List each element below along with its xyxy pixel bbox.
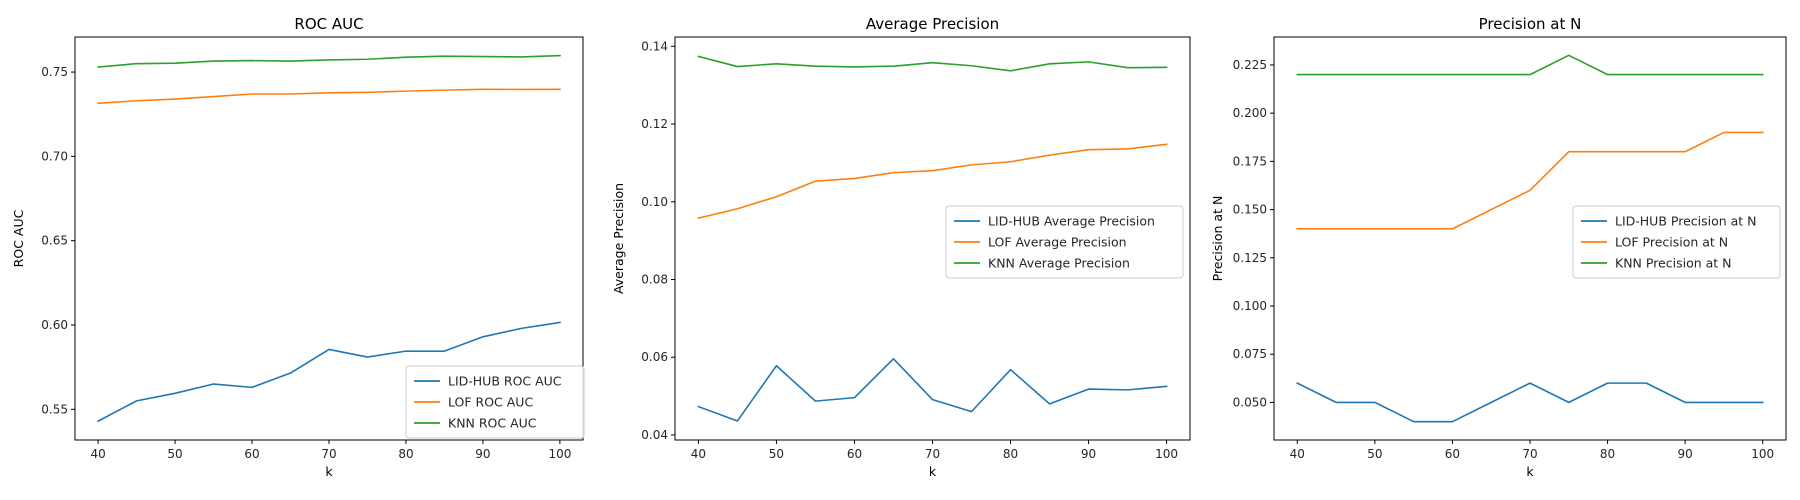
series-line-1 — [697, 357, 1168, 422]
y-tick-label: 0.70 — [41, 149, 68, 163]
series-line-2 — [697, 143, 1168, 220]
legend: LID-HUB Precision at N LOF Precision at N… — [1572, 205, 1781, 279]
y-axis-label: Precision at N — [1210, 196, 1225, 282]
legend-label: KNN Precision at N — [1615, 256, 1732, 271]
y-tick-label: 0.10 — [641, 195, 668, 209]
x-tick-label: 40 — [691, 447, 706, 461]
legend-box — [405, 365, 585, 439]
x-tick-label: 50 — [167, 447, 182, 461]
legend-label: LID-HUB Precision at N — [1615, 214, 1757, 229]
legend-label: KNN ROC AUC — [448, 416, 537, 431]
x-axis-label: k — [929, 464, 937, 479]
x-axis-label: k — [325, 464, 333, 479]
y-tick-label: 0.04 — [641, 428, 668, 442]
x-tick-label: 100 — [1155, 447, 1178, 461]
x-tick-label: 100 — [1751, 447, 1774, 461]
series-line-1 — [97, 321, 561, 423]
y-tick-label: 0.200 — [1233, 106, 1267, 120]
y-tick-label: 0.65 — [41, 234, 68, 248]
y-tick-label: 0.125 — [1233, 251, 1267, 265]
x-tick-label: 50 — [769, 447, 784, 461]
x-tick-label: 100 — [548, 447, 571, 461]
series-line-3 — [97, 54, 561, 68]
y-tick-label: 0.12 — [641, 117, 668, 131]
y-axis-label: ROC AUC — [11, 209, 26, 267]
x-tick-label: 80 — [1003, 447, 1018, 461]
x-tick-label: 60 — [847, 447, 862, 461]
x-tick-label: 60 — [1445, 447, 1460, 461]
chart-panel-3: 40 50 60 70 80 90 100 0.050 0.075 0.100 0.125 0.150… — [1210, 15, 1787, 479]
legend-label: KNN Average Precision — [988, 256, 1130, 271]
legend-label: LOF Precision at N — [1615, 235, 1728, 250]
legend: LID-HUB ROC AUC LOF ROC AUC KNN ROC AUC — [405, 365, 585, 439]
y-axis-label: Average Precision — [611, 183, 626, 294]
x-tick-label: 70 — [925, 447, 940, 461]
y-tick-label: 0.14 — [641, 39, 668, 53]
x-tick-label: 40 — [1290, 447, 1305, 461]
y-tick-label: 0.225 — [1233, 58, 1267, 72]
x-tick-label: 90 — [1678, 447, 1693, 461]
x-tick-label: 60 — [244, 447, 259, 461]
chart-title: Precision at N — [1479, 15, 1582, 33]
y-tick-label: 0.08 — [641, 272, 668, 286]
x-axis-label: k — [1526, 464, 1534, 479]
y-tick-label: 0.06 — [641, 350, 668, 364]
y-tick-label: 0.100 — [1233, 299, 1267, 313]
legend-box — [945, 205, 1184, 279]
legend-label: LOF Average Precision — [988, 235, 1127, 250]
legend-label: LOF ROC AUC — [448, 395, 533, 410]
chart-title: Average Precision — [866, 15, 999, 33]
y-tick-label: 0.75 — [41, 65, 68, 79]
legend-box — [1572, 205, 1781, 279]
x-tick-label: 70 — [321, 447, 336, 461]
legend: LID-HUB Average Precision LOF Average Pre… — [945, 205, 1184, 279]
series-line-3 — [697, 55, 1168, 72]
x-tick-label: 70 — [1522, 447, 1537, 461]
x-tick-label: 40 — [90, 447, 105, 461]
x-tick-label: 90 — [475, 447, 490, 461]
x-tick-label: 80 — [1600, 447, 1615, 461]
series-line-1 — [1296, 382, 1764, 423]
chart-panel-1: 40 50 60 70 80 90 100 0.55 0.60 0.65 0.70 0.75 ROC A… — [11, 15, 585, 479]
y-tick-label: 0.55 — [41, 402, 68, 416]
x-tick-label: 50 — [1367, 447, 1382, 461]
y-tick-label: 0.075 — [1233, 347, 1267, 361]
x-tick-label: 90 — [1081, 447, 1096, 461]
y-tick-label: 0.150 — [1233, 203, 1267, 217]
legend-label: LID-HUB Average Precision — [988, 214, 1155, 229]
chart-panel-2: 40 50 60 70 80 90 100 0.04 0.06 0.08 0.10 0.12 0.14 A… — [611, 15, 1191, 479]
series-line-2 — [97, 88, 561, 105]
y-tick-label: 0.60 — [41, 318, 68, 332]
x-tick-label: 80 — [398, 447, 413, 461]
legend-label: LID-HUB ROC AUC — [448, 374, 562, 389]
series-line-3 — [1296, 54, 1764, 76]
chart-title: ROC AUC — [294, 15, 363, 33]
y-tick-label: 0.050 — [1233, 395, 1267, 409]
y-tick-label: 0.175 — [1233, 154, 1267, 168]
series-line-2 — [1296, 131, 1764, 230]
